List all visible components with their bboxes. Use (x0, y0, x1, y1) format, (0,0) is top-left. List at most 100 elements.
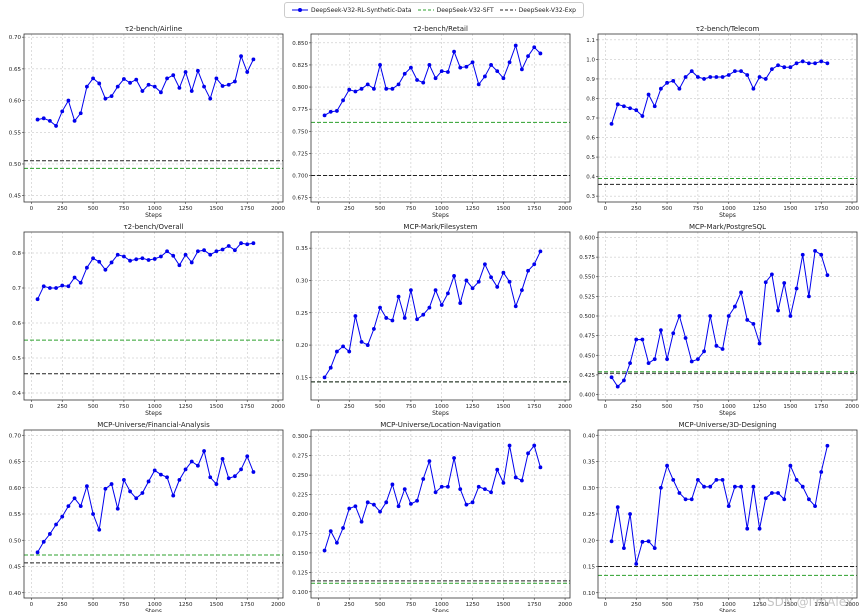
y-tick-label: 0.5 (586, 155, 595, 161)
rl-data-point (78, 280, 83, 285)
rl-data-point (526, 451, 530, 456)
rl-data-point (335, 540, 339, 545)
rl-data-point (788, 463, 793, 468)
rl-data-point (402, 316, 407, 320)
rl-data-point (628, 361, 632, 366)
rl-data-point (776, 491, 780, 495)
rl-data-point (233, 248, 237, 253)
y-tick-label: 0.30 (583, 486, 596, 492)
chart-panel: 0 250 500 750 1000 1250 1500 1750 2000 0.675 0.700… (292, 25, 572, 219)
rl-data-point (335, 349, 339, 354)
rl-data-point (35, 550, 40, 555)
rl-data-point (788, 314, 793, 318)
rl-data-point (347, 349, 352, 354)
rl-data-point (165, 76, 169, 81)
x-axis-label: Steps (145, 608, 162, 612)
rl-data-point (109, 94, 114, 99)
rl-data-point (696, 357, 700, 362)
x-tick-label: 0 (30, 404, 34, 410)
rl-series-line (37, 54, 254, 127)
y-tick-label: 0.6 (12, 321, 21, 327)
rl-data-point (122, 254, 126, 259)
x-tick-label: 1500 (496, 404, 510, 410)
chart-title: τ2-bench/Airline (125, 25, 182, 33)
rl-data-point (402, 71, 407, 76)
rl-data-point (751, 86, 756, 91)
rl-data-point (745, 318, 750, 322)
x-tick-label: 0 (317, 404, 321, 410)
rl-data-point (714, 343, 719, 348)
rl-data-point (152, 84, 157, 89)
legend-exp-dash-icon (499, 9, 516, 11)
rl-data-point (513, 304, 518, 309)
rl-data-point (702, 349, 706, 354)
rl-data-point (72, 275, 77, 280)
rl-data-point (622, 104, 626, 109)
x-tick-label: 2000 (271, 404, 285, 410)
rl-data-point (813, 504, 817, 509)
rl-data-point (189, 260, 194, 265)
x-tick-label: 1000 (722, 404, 736, 410)
y-tick-label: 0.175 (292, 531, 308, 537)
x-axis-label: Steps (432, 410, 449, 417)
rl-data-point (526, 54, 530, 59)
plot-frame (597, 231, 858, 401)
x-tick-label: 1750 (527, 404, 541, 410)
rl-data-point (763, 77, 768, 81)
rl-series-line (324, 43, 541, 116)
rl-data-point (628, 106, 632, 111)
rl-data-point (378, 509, 382, 514)
y-tick-label: 0.40 (583, 433, 596, 439)
legend-item-sft: DeepSeek-V32-SFT (417, 6, 494, 14)
rl-data-point (415, 498, 419, 503)
x-tick-label: 250 (631, 602, 642, 608)
x-tick-label: 1500 (209, 206, 223, 212)
rl-data-point (208, 96, 213, 101)
rl-data-point (214, 249, 219, 254)
rl-data-point (78, 111, 83, 116)
plot-frame (310, 231, 571, 401)
y-tick-label: 0.55 (9, 512, 22, 518)
x-tick-label: 750 (693, 404, 704, 410)
x-axis-label: Steps (145, 410, 162, 417)
rl-data-point (507, 443, 512, 448)
y-tick-label: 0.725 (292, 151, 308, 157)
chart-title: τ2-bench/Overall (123, 223, 183, 231)
rl-data-point (646, 361, 651, 366)
x-tick-label: 250 (344, 206, 355, 212)
rl-data-point (476, 82, 481, 87)
y-tick-label: 0.425 (579, 373, 595, 379)
y-tick-label: 0.700 (292, 173, 308, 179)
rl-data-point (233, 79, 237, 84)
chart-panel: 0 250 500 750 1000 1250 1500 1750 2000 0.40 0.45 0.… (9, 421, 286, 612)
rl-data-point (652, 357, 657, 362)
rl-data-point (328, 109, 333, 114)
legend: DeepSeek-V32-RL-Synthetic-Data DeepSeek-… (284, 2, 584, 18)
rl-data-point (689, 359, 694, 364)
y-tick-label: 0.60 (9, 486, 22, 492)
x-tick-label: 1000 (722, 602, 736, 608)
rl-data-point (97, 259, 102, 264)
x-tick-label: 0 (317, 602, 321, 608)
rl-data-point (476, 279, 481, 284)
rl-data-point (739, 290, 743, 295)
y-tick-label: 1.0 (586, 57, 595, 63)
rl-data-point (763, 280, 768, 285)
rl-data-point (763, 496, 768, 501)
x-tick-label: 2000 (558, 602, 572, 608)
rl-data-point (421, 80, 426, 85)
rl-data-point (470, 286, 475, 291)
y-tick-label: 0.50 (9, 538, 22, 544)
rl-data-point (446, 291, 450, 296)
rl-data-point (245, 454, 250, 459)
rl-data-point (622, 378, 626, 383)
rl-data-point (115, 84, 120, 89)
y-tick-label: 0.25 (583, 512, 596, 518)
y-tick-label: 0.70 (9, 35, 22, 41)
rl-data-point (609, 539, 614, 544)
rl-data-point (794, 286, 799, 291)
x-tick-label: 0 (604, 206, 608, 212)
rl-data-point (378, 63, 382, 67)
y-tick-label: 0.575 (579, 255, 595, 261)
